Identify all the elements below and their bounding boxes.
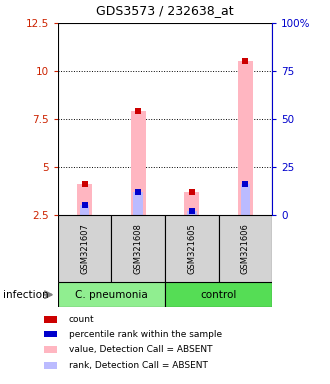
Bar [44,316,57,323]
Text: value, Detection Call = ABSENT: value, Detection Call = ABSENT [69,345,213,354]
Bar [44,362,57,369]
Bar [241,184,250,215]
Bar [44,346,57,353]
Bar [238,61,253,215]
Text: GSM321608: GSM321608 [134,223,143,274]
Text: GSM321605: GSM321605 [187,223,196,274]
Bar [131,111,146,215]
Text: infection: infection [3,290,49,300]
Text: rank, Detection Call = ABSENT: rank, Detection Call = ABSENT [69,361,208,370]
Bar [58,282,165,307]
Bar [184,192,199,215]
Bar [112,215,165,282]
Bar [80,205,89,215]
Bar [187,211,197,215]
Bar [165,282,272,307]
Bar [133,192,143,215]
Bar [44,331,57,338]
Text: GSM321606: GSM321606 [241,223,250,274]
Text: GDS3573 / 232638_at: GDS3573 / 232638_at [96,4,234,17]
Text: GSM321607: GSM321607 [80,223,89,274]
Text: C. pneumonia: C. pneumonia [75,290,148,300]
Text: percentile rank within the sample: percentile rank within the sample [69,329,222,339]
Bar [218,215,272,282]
Bar [58,215,112,282]
Bar [165,215,218,282]
Bar [77,184,92,215]
Text: count: count [69,315,95,324]
Text: control: control [200,290,237,300]
